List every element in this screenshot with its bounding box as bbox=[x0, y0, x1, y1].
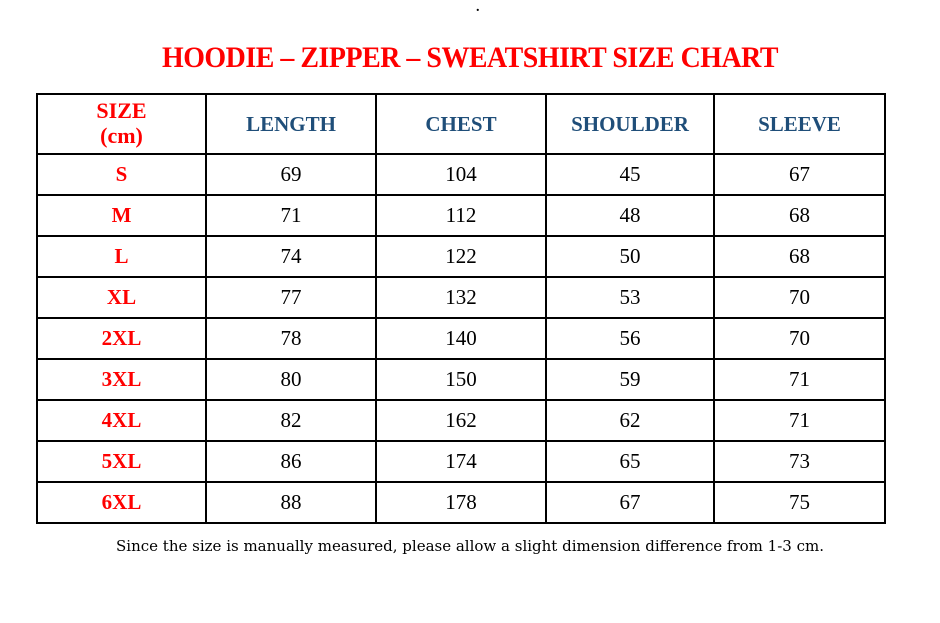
shoulder-cell: 56 bbox=[545, 317, 715, 360]
table-row-5xl: 5XL 86 174 65 73 bbox=[36, 440, 886, 483]
size-cell: M bbox=[36, 194, 207, 237]
shoulder-cell: 53 bbox=[545, 276, 715, 319]
table-row-2xl: 2XL 78 140 56 70 bbox=[36, 317, 886, 360]
column-header-sleeve: SLEEVE bbox=[713, 93, 886, 155]
column-header-length: LENGTH bbox=[205, 93, 377, 155]
length-cell: 77 bbox=[205, 276, 377, 319]
shoulder-cell: 65 bbox=[545, 440, 715, 483]
header-row: SIZE (cm) LENGTH CHEST SHOULDER SLEEVE bbox=[36, 93, 886, 155]
column-header-shoulder: SHOULDER bbox=[545, 93, 715, 155]
sleeve-cell: 73 bbox=[713, 440, 886, 483]
size-cell: 5XL bbox=[36, 440, 207, 483]
chest-cell: 122 bbox=[375, 235, 547, 278]
size-header-line1: SIZE bbox=[96, 98, 147, 124]
size-cell: 4XL bbox=[36, 399, 207, 442]
size-chart-table: SIZE (cm) LENGTH CHEST SHOULDER SLEEVE S… bbox=[36, 93, 886, 524]
table-row-xl: XL 77 132 53 70 bbox=[36, 276, 886, 319]
sleeve-cell: 70 bbox=[713, 317, 886, 360]
size-cell: S bbox=[36, 153, 207, 196]
chest-cell: 150 bbox=[375, 358, 547, 401]
length-cell: 86 bbox=[205, 440, 377, 483]
length-cell: 80 bbox=[205, 358, 377, 401]
length-cell: 88 bbox=[205, 481, 377, 524]
table-row-m: M 71 112 48 68 bbox=[36, 194, 886, 237]
length-cell: 71 bbox=[205, 194, 377, 237]
chest-cell: 132 bbox=[375, 276, 547, 319]
shoulder-cell: 62 bbox=[545, 399, 715, 442]
chest-cell: 162 bbox=[375, 399, 547, 442]
size-cell: 6XL bbox=[36, 481, 207, 524]
table-row-s: S 69 104 45 67 bbox=[36, 153, 886, 196]
shoulder-cell: 48 bbox=[545, 194, 715, 237]
chest-cell: 112 bbox=[375, 194, 547, 237]
sleeve-cell: 67 bbox=[713, 153, 886, 196]
chest-cell: 174 bbox=[375, 440, 547, 483]
sleeve-cell: 71 bbox=[713, 358, 886, 401]
chest-cell: 140 bbox=[375, 317, 547, 360]
shoulder-cell: 50 bbox=[545, 235, 715, 278]
size-cell: XL bbox=[36, 276, 207, 319]
sleeve-cell: 71 bbox=[713, 399, 886, 442]
sleeve-cell: 68 bbox=[713, 194, 886, 237]
sleeve-cell: 68 bbox=[713, 235, 886, 278]
page-title: HOODIE – ZIPPER – SWEATSHIRT SIZE CHART bbox=[161, 41, 779, 74]
table-row-4xl: 4XL 82 162 62 71 bbox=[36, 399, 886, 442]
length-cell: 74 bbox=[205, 235, 377, 278]
chest-cell: 178 bbox=[375, 481, 547, 524]
column-header-size: SIZE (cm) bbox=[36, 93, 207, 155]
sleeve-cell: 75 bbox=[713, 481, 886, 524]
shoulder-cell: 45 bbox=[545, 153, 715, 196]
table-row-l: L 74 122 50 68 bbox=[36, 235, 886, 278]
table-row-3xl: 3XL 80 150 59 71 bbox=[36, 358, 886, 401]
shoulder-cell: 67 bbox=[545, 481, 715, 524]
size-cell: L bbox=[36, 235, 207, 278]
chest-cell: 104 bbox=[375, 153, 547, 196]
measurement-disclaimer: Since the size is manually measured, ple… bbox=[116, 537, 824, 555]
table-row-6xl: 6XL 88 178 67 75 bbox=[36, 481, 886, 524]
size-header-line2: (cm) bbox=[100, 123, 143, 148]
size-cell: 2XL bbox=[36, 317, 207, 360]
length-cell: 69 bbox=[205, 153, 377, 196]
shoulder-cell: 59 bbox=[545, 358, 715, 401]
length-cell: 78 bbox=[205, 317, 377, 360]
sleeve-cell: 70 bbox=[713, 276, 886, 319]
column-header-chest: CHEST bbox=[375, 93, 547, 155]
stray-dot: . bbox=[476, 0, 480, 15]
length-cell: 82 bbox=[205, 399, 377, 442]
size-cell: 3XL bbox=[36, 358, 207, 401]
